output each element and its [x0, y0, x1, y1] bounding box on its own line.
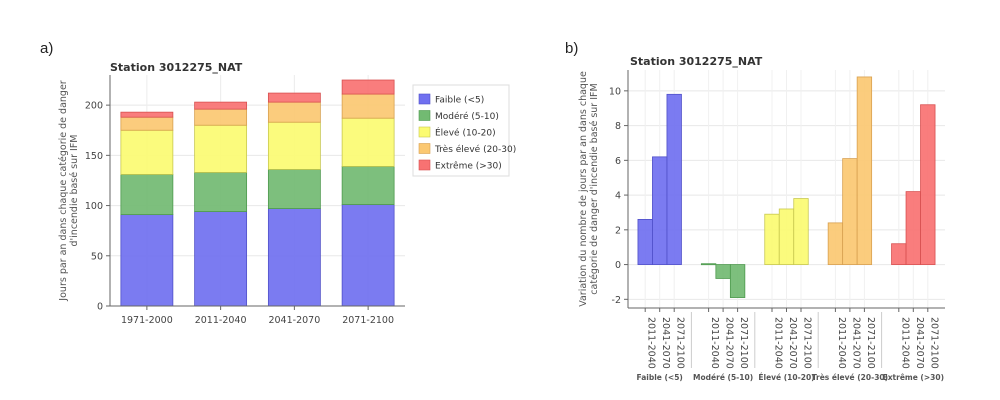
- stacked-bar-segment: [267, 92, 321, 103]
- y-tick-label: 8: [615, 121, 621, 132]
- legend-label: Modéré (5-10): [435, 111, 499, 122]
- grouped-bar: [715, 264, 731, 279]
- stacked-bar-segment: [194, 101, 248, 110]
- stacked-bar-segment: [194, 211, 248, 307]
- legend-swatch: [418, 110, 431, 121]
- grouped-bar: [637, 219, 653, 265]
- legend-swatch: [418, 93, 431, 105]
- x-tick-label: 2011-2040: [709, 317, 720, 369]
- grouped-bar: [827, 222, 844, 265]
- stacked-bar-segment: [120, 129, 174, 175]
- x-tick-label: 1971-2000: [121, 315, 173, 326]
- stacked-bar-segment: [341, 204, 395, 307]
- grouped-bar: [793, 198, 809, 265]
- x-tick-label: 2041-2070: [268, 315, 320, 326]
- legend-label: Extrême (>30): [435, 161, 502, 172]
- stacked-bar-segment: [120, 214, 174, 307]
- y-tick-label: 6: [615, 156, 621, 167]
- x-tick-label: 2011-2040: [195, 315, 247, 326]
- y-tick-label: 2: [615, 225, 621, 236]
- stacked-bar-segment: [120, 111, 174, 118]
- x-tick-label: 2041-2070: [724, 317, 735, 369]
- x-tick-label: 2071-2100: [342, 315, 394, 326]
- stacked-bar-segment: [341, 93, 395, 119]
- x-tick-label: 2071-2100: [928, 317, 939, 369]
- y-tick-label: 150: [85, 151, 103, 162]
- stacked-bar-segment: [120, 174, 174, 216]
- grouped-bar: [891, 243, 907, 265]
- group-label: Très élevé (20-30): [812, 373, 888, 382]
- x-tick-label: 2071-2100: [738, 317, 749, 369]
- group-label: Modéré (5-10): [693, 373, 753, 382]
- grouped-bar: [700, 263, 717, 266]
- y-tick-label: 10: [609, 86, 621, 97]
- grouped-bar: [842, 158, 858, 265]
- stacked-bar-segment: [267, 208, 321, 307]
- legend-swatch: [418, 159, 431, 171]
- y-tick-label: -2: [612, 295, 621, 306]
- grouped-bar: [729, 264, 746, 298]
- grouped-bar: [764, 213, 780, 265]
- y-tick-label: 100: [85, 201, 103, 212]
- stacked-bar-segment: [194, 124, 248, 173]
- chart-b-title: Station 3012275_NAT: [630, 55, 763, 68]
- stacked-bar-segment: [267, 121, 321, 170]
- panel-b-label: b): [565, 40, 579, 57]
- x-tick-label: 2041-2070: [850, 317, 861, 369]
- x-tick-label: 2041-2070: [660, 317, 671, 369]
- x-tick-label: 2071-2100: [865, 317, 876, 369]
- group-label: Faible (<5): [637, 373, 683, 382]
- stacked-bar-segment: [341, 79, 395, 95]
- group-label: Extrême (>30): [883, 373, 944, 382]
- stacked-bar-segment: [341, 165, 395, 205]
- legend-label: Élevé (10-20): [435, 127, 496, 139]
- y-tick-label: 50: [91, 251, 103, 262]
- legend-label: Très élevé (20-30): [434, 144, 516, 155]
- y-tick-label: 200: [85, 101, 103, 112]
- panel-a-label: a): [40, 40, 54, 57]
- grouped-bar: [920, 104, 936, 265]
- x-tick-label: 2011-2040: [836, 317, 847, 369]
- chart-a-title: Station 3012275_NAT: [110, 61, 243, 74]
- chart-a-y-label: Jours par an dans chaque catégorie de da…: [58, 80, 80, 301]
- x-tick-label: 2011-2040: [899, 317, 910, 369]
- stacked-bar-chart: Station 3012275_NAT 1971-2000 2011-2040 204…: [58, 61, 516, 326]
- x-tick-label: 2071-2100: [675, 317, 686, 369]
- group-label: Élevé (10-20): [758, 373, 814, 382]
- legend-label: Faible (<5): [435, 96, 484, 106]
- stacked-bar-segment: [194, 172, 248, 212]
- y-tick-label: 0: [615, 260, 621, 271]
- y-tick-label: 0: [97, 302, 103, 313]
- x-tick-label: 2011-2040: [646, 317, 657, 369]
- x-tick-label: 2041-2070: [787, 317, 798, 369]
- x-tick-label: 2041-2070: [914, 317, 925, 369]
- y-tick-label: 4: [615, 191, 621, 202]
- x-tick-label: 2071-2100: [802, 317, 813, 369]
- grouped-bar: [905, 191, 921, 265]
- grouped-bar: [778, 208, 795, 265]
- chart-b-y-label: Variation du nombre de jours par an dans…: [578, 71, 600, 307]
- legend-swatch: [418, 126, 431, 138]
- x-tick-label: 2011-2040: [773, 317, 784, 369]
- grouped-bar: [856, 76, 873, 265]
- grouped-bar: [652, 156, 668, 265]
- legend-swatch: [418, 143, 431, 154]
- grouped-bar: [666, 93, 682, 265]
